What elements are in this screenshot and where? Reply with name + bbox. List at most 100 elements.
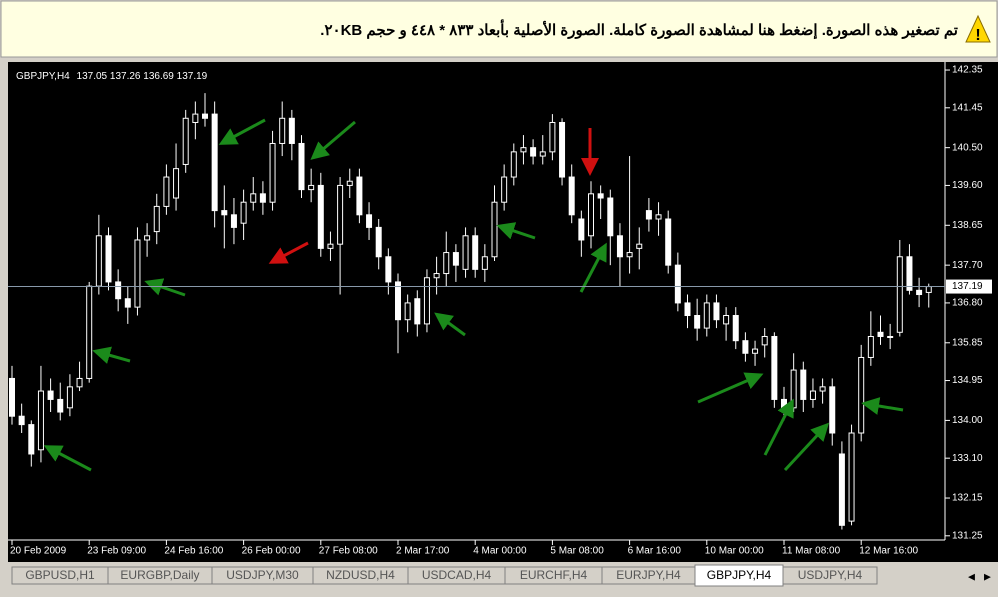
tab-label[interactable]: USDJPY,H4 [798, 568, 863, 582]
candle-body [192, 113, 199, 123]
candle-body [423, 277, 430, 325]
candle-body [317, 184, 324, 249]
x-tick-label: 12 Mar 16:00 [859, 546, 918, 557]
banner-text[interactable]: تم تصغير هذه الصورة. إضغط هنا لمشاهدة ال… [320, 19, 958, 39]
candle-body [781, 398, 787, 409]
candle-body [37, 390, 44, 451]
candle-body [211, 113, 218, 212]
candle-body [674, 264, 681, 304]
candle-body [433, 273, 440, 279]
candle-body [597, 193, 604, 199]
candle-body [559, 121, 566, 178]
candle-body [298, 142, 305, 191]
x-tick-label: 20 Feb 2009 [10, 546, 67, 557]
tab-label[interactable]: GBPUSD,H1 [25, 568, 95, 582]
arrow [310, 120, 356, 160]
scroll-left[interactable]: ◀ [968, 571, 975, 581]
tab-label[interactable]: USDJPY,M30 [226, 568, 299, 582]
candle-body [607, 197, 614, 237]
candle-body [327, 243, 334, 249]
candle-body [443, 252, 450, 275]
candle-body [95, 235, 102, 287]
y-tick-label: 142.35 [952, 65, 983, 76]
x-tick-label: 26 Feb 00:00 [242, 546, 301, 557]
candle-body [452, 252, 459, 266]
open: 137.05 [77, 71, 108, 82]
candle-body [28, 424, 35, 455]
y-tick-label: 139.60 [952, 180, 983, 191]
candle-body [76, 377, 83, 388]
candle-body [752, 348, 759, 354]
x-tick-label: 2 Mar 17:00 [396, 546, 450, 557]
candles [9, 93, 932, 530]
candle-body [269, 142, 276, 203]
tab-label[interactable]: USDCAD,H4 [422, 568, 492, 582]
tab-label[interactable]: NZDUSD,H4 [326, 568, 395, 582]
candle-body [790, 369, 797, 409]
candle-body [385, 256, 392, 283]
x-tick-label: 23 Feb 09:00 [87, 546, 146, 557]
candle-body [115, 281, 122, 300]
chart-background [8, 62, 998, 562]
tab-label[interactable]: GBPJPY,H4 [707, 568, 772, 582]
candle-body [906, 256, 913, 291]
candle-body [819, 386, 826, 392]
candle-body [510, 151, 517, 178]
x-tick-label: 27 Feb 08:00 [319, 546, 378, 557]
candle-body [230, 214, 237, 228]
candle-body [549, 121, 556, 153]
candle-body [501, 176, 508, 203]
candle-body [568, 176, 575, 216]
tab-label[interactable]: EURCHF,H4 [520, 568, 588, 582]
arrow [92, 346, 131, 364]
close: 137.19 [177, 71, 208, 82]
candle-body [153, 205, 160, 233]
tab-label[interactable]: EURGBP,Daily [120, 568, 199, 582]
y-tick-label: 134.00 [952, 415, 983, 426]
candle-body [202, 113, 208, 119]
candle-body [655, 214, 662, 220]
y-tick-label: 132.15 [952, 493, 983, 504]
tab[interactable] [782, 566, 878, 585]
candle-body [404, 302, 411, 321]
candle-body [732, 315, 739, 342]
x-tick-label: 10 Mar 00:00 [705, 546, 764, 557]
scroll-right[interactable]: ▶ [984, 571, 991, 581]
candle-body [288, 117, 295, 144]
banner[interactable] [0, 0, 998, 58]
x-tick-label: 6 Mar 16:00 [628, 546, 682, 557]
chart-header: GBPJPY,H4 137.05 137.26 136.69 137.19 [16, 71, 208, 82]
candle-body [259, 193, 266, 203]
candle-body [848, 432, 855, 522]
arrow [697, 372, 764, 404]
candle-body [182, 117, 189, 165]
candle-body [375, 226, 382, 258]
candle-body [414, 298, 421, 325]
tab-label[interactable]: EURJPY,H4 [616, 568, 681, 582]
candle-body [761, 335, 768, 346]
arrow [268, 241, 309, 264]
candle-body [877, 331, 884, 337]
candle-body [395, 281, 401, 321]
arrow [144, 278, 186, 297]
current-price-label: 137.19 [952, 281, 983, 292]
candle-body [337, 184, 344, 245]
warning-mark: ! [975, 27, 980, 44]
candle-body [867, 335, 874, 358]
candle-body [887, 335, 894, 338]
candle-body [703, 302, 710, 329]
y-tick-label: 133.10 [952, 453, 983, 464]
low: 136.69 [143, 71, 174, 82]
arrow [496, 222, 536, 240]
y-tick-label: 138.65 [952, 220, 983, 231]
arrow [434, 312, 466, 337]
candle-body [250, 193, 257, 203]
y-tick-label: 137.70 [952, 260, 983, 271]
annotations [43, 118, 904, 472]
arrow [579, 242, 607, 293]
candle-body [134, 239, 141, 308]
candle-body [800, 369, 807, 400]
candle-body [520, 147, 527, 153]
candle-body [57, 398, 64, 413]
